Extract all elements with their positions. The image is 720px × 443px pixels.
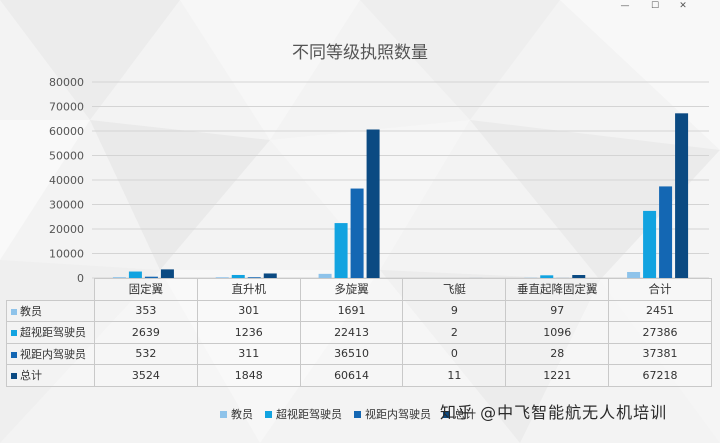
- bar: [627, 271, 641, 278]
- series-swatch: [11, 330, 17, 337]
- y-tick-label: 70000: [49, 101, 84, 114]
- bar: [572, 275, 586, 278]
- table-category-header: 合计: [608, 278, 712, 301]
- table-series-header: 超视距驾驶员: [6, 321, 95, 344]
- bar: [659, 186, 673, 278]
- bar: [334, 223, 348, 278]
- table-cell: 67218: [608, 364, 712, 387]
- legend-swatch: [443, 410, 450, 418]
- table-series-header: 教员: [6, 299, 95, 322]
- table-cell: 311: [196, 342, 301, 365]
- chart-legend: 教员 超视距驾驶员 视距内驾驶员 总计: [220, 406, 476, 422]
- y-tick-label: 60000: [49, 125, 84, 138]
- legend-label: 总计: [454, 408, 476, 421]
- table-cell: 0: [402, 342, 507, 365]
- table-cell: 1096: [505, 321, 610, 344]
- y-tick-label: 30000: [49, 199, 84, 212]
- bar: [366, 129, 380, 278]
- table-cell: 22413: [299, 321, 404, 344]
- series-swatch: [11, 373, 17, 380]
- legend-item: 超视距驾驶员: [265, 406, 342, 422]
- table-corner: [7, 279, 95, 301]
- table-cell: 60614: [299, 364, 404, 387]
- y-tick-label: 40000: [49, 174, 84, 187]
- data-table: 固定翼 直升机 多旋翼 飞艇 垂直起降固定翼 合计 教员 353 301 1691 9 97 2451 超…: [6, 278, 712, 387]
- table-cell: 36510: [299, 342, 404, 365]
- bar: [247, 277, 261, 278]
- table-cell: 1848: [196, 364, 301, 387]
- table-cell: 97: [505, 299, 610, 322]
- table-cell: 1221: [505, 364, 610, 387]
- legend-item: 视距内驾驶员: [354, 406, 431, 422]
- bar: [318, 273, 332, 278]
- series-label: 总计: [20, 369, 42, 383]
- series-swatch: [11, 351, 17, 358]
- table-row: 超视距驾驶员 2639 1236 22413 2 1096 27386: [6, 321, 712, 344]
- table-category-header: 垂直起降固定翼: [505, 278, 610, 301]
- table-category-header: 飞艇: [402, 278, 507, 301]
- chart-title: 不同等级执照数量: [292, 43, 428, 63]
- table-row: 视距内驾驶员 532 311 36510 0 28 37381: [6, 342, 712, 365]
- close-button[interactable]: ✕: [679, 1, 687, 11]
- bar: [128, 271, 142, 278]
- bar: [675, 113, 689, 278]
- legend-swatch: [265, 410, 272, 418]
- legend-item: 教员: [220, 406, 253, 422]
- watermark: 知乎 @中飞智能航无人机培训: [440, 403, 668, 422]
- legend-item: 总计: [443, 406, 476, 422]
- y-tick-label: 80000: [49, 76, 84, 89]
- bar: [263, 273, 277, 278]
- table-cell: 2: [402, 321, 507, 344]
- table-category-header: 固定翼: [94, 278, 198, 301]
- legend-label: 教员: [231, 408, 253, 421]
- bar: [215, 277, 229, 278]
- minimize-button[interactable]: —: [620, 1, 630, 11]
- y-tick-label: 20000: [49, 223, 84, 236]
- table-row: 总计 3524 1848 60614 11 1221 67218: [6, 364, 712, 387]
- bar: [144, 276, 158, 278]
- bar: [231, 274, 245, 278]
- bar: [643, 210, 657, 278]
- series-label: 视距内驾驶员: [20, 347, 86, 361]
- y-tick-label: 50000: [49, 150, 84, 163]
- table-category-header: 多旋翼: [299, 278, 404, 301]
- table-series-header: 总计: [6, 364, 95, 387]
- table-series-header: 视距内驾驶员: [6, 342, 95, 365]
- series-swatch: [11, 308, 17, 315]
- table-row: 教员 353 301 1691 9 97 2451: [6, 299, 712, 322]
- bar: [350, 188, 364, 278]
- table-cell: 301: [196, 299, 301, 322]
- legend-swatch: [354, 410, 361, 418]
- table-cell: 11: [402, 364, 507, 387]
- table-cell: 2639: [94, 321, 198, 344]
- legend-label: 视距内驾驶员: [365, 408, 431, 421]
- table-cell: 353: [94, 299, 198, 322]
- table-cell: 1691: [299, 299, 404, 322]
- legend-swatch: [220, 410, 227, 418]
- series-label: 教员: [20, 304, 42, 318]
- table-cell: 1236: [196, 321, 301, 344]
- table-cell: 3524: [94, 364, 198, 387]
- table-cell: 9: [402, 299, 507, 322]
- table-cell: 27386: [608, 321, 712, 344]
- bar: [540, 275, 554, 278]
- table-cell: 532: [94, 342, 198, 365]
- window-titlebar: — ☐ ✕: [0, 0, 720, 13]
- bar: [112, 277, 126, 278]
- legend-label: 超视距驾驶员: [276, 408, 342, 421]
- table-cell: 28: [505, 342, 610, 365]
- table-cell: 37381: [608, 342, 712, 365]
- y-tick-label: 0: [77, 272, 84, 285]
- y-tick-label: 10000: [49, 248, 84, 261]
- bar: [160, 269, 174, 278]
- series-label: 超视距驾驶员: [20, 326, 86, 340]
- maximize-button[interactable]: ☐: [650, 1, 660, 11]
- table-category-header: 直升机: [196, 278, 301, 301]
- table-cell: 2451: [608, 299, 712, 322]
